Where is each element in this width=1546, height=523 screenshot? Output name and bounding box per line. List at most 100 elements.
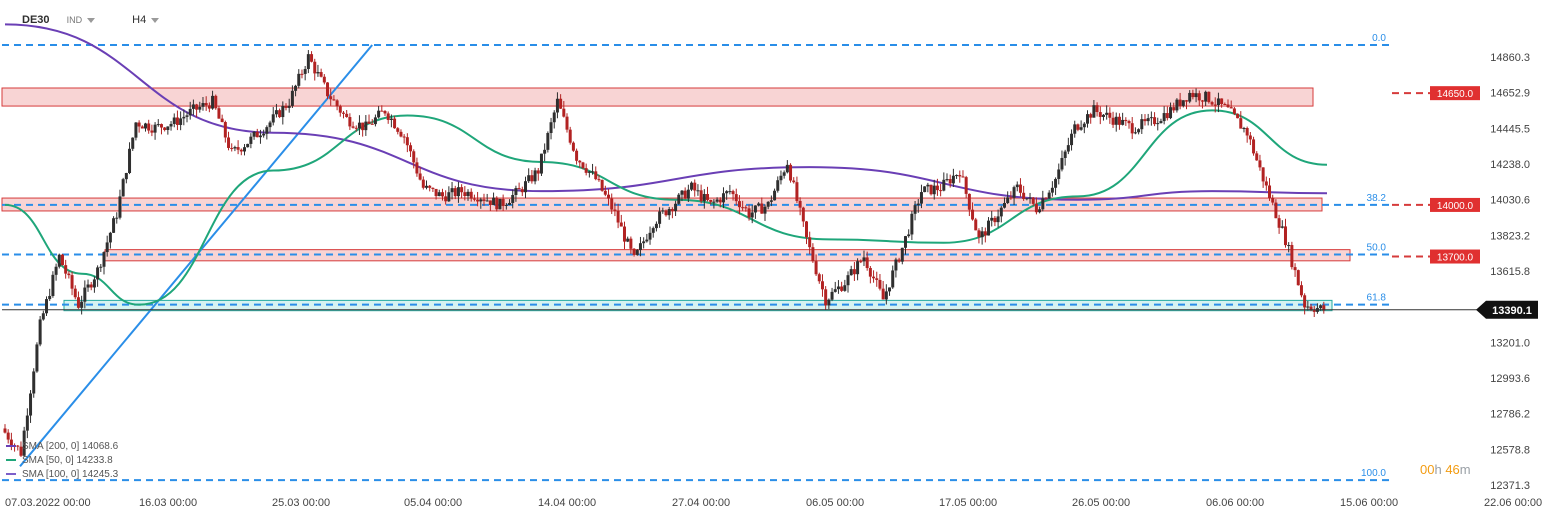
indicator-name: SMA <box>22 455 44 466</box>
candle-down <box>1299 285 1303 296</box>
indicator-params: [100, 0] <box>45 469 80 480</box>
candle-down <box>1009 197 1013 199</box>
y-tick-label: 14652.9 <box>1490 88 1530 100</box>
candle-up <box>128 148 132 173</box>
candle-up <box>198 106 202 110</box>
candle-up <box>514 188 518 195</box>
chevron-down-icon[interactable] <box>151 17 160 23</box>
candle-down <box>1076 124 1080 130</box>
candle-down <box>584 168 588 173</box>
candle-down <box>792 180 796 183</box>
candle-down <box>284 105 288 108</box>
candle-down <box>718 199 722 203</box>
candle-up <box>903 236 907 248</box>
candle-up <box>728 191 732 193</box>
candle-countdown: 00h 46m <box>1420 462 1471 477</box>
candle-down <box>798 200 802 208</box>
candle-up <box>96 267 100 280</box>
candle-up <box>1060 157 1064 170</box>
candle-up <box>926 184 930 187</box>
candle-down <box>706 194 710 200</box>
candle-up <box>179 118 183 125</box>
candle-down <box>1220 98 1224 105</box>
x-tick-label: 25.03 00:00 <box>272 497 330 509</box>
candle-down <box>1089 114 1093 118</box>
candle-up <box>932 185 936 195</box>
candle-up <box>900 247 904 262</box>
candle-down <box>562 108 566 117</box>
candle-down <box>747 208 751 218</box>
candle-up <box>1038 209 1042 213</box>
y-tick-label: 14238.0 <box>1490 159 1530 171</box>
candle-up <box>773 190 777 201</box>
candle-up <box>1137 129 1141 133</box>
candle-up <box>118 196 122 218</box>
candle-down <box>460 187 464 193</box>
indicator-name: SMA <box>22 441 44 452</box>
candle-up <box>504 204 508 206</box>
candle-down <box>322 76 326 83</box>
timeframe-label[interactable]: H4 <box>132 14 147 26</box>
candle-down <box>137 122 141 127</box>
candle-down <box>983 231 987 236</box>
candle-down <box>140 126 144 129</box>
candle-down <box>214 95 218 109</box>
symbol-label[interactable]: DE30 <box>22 14 50 26</box>
candle-up <box>894 259 898 271</box>
x-tick-label: 17.05 00:00 <box>939 497 997 509</box>
candle-up <box>182 116 186 119</box>
level-tag <box>1430 249 1480 264</box>
indicator-legend-sma50[interactable]: SMA [50, 0] 14233.8 <box>6 455 113 466</box>
indicator-legend-sma100[interactable]: SMA [100, 0] 14245.3 <box>6 469 118 480</box>
candle-up <box>303 69 307 74</box>
candle-down <box>175 117 179 125</box>
candle-up <box>907 234 911 237</box>
candle-up <box>913 205 917 214</box>
candle-up <box>1175 99 1179 111</box>
candle-down <box>227 137 231 148</box>
candle-up <box>1287 245 1291 247</box>
candle-down <box>300 73 304 75</box>
candle-up <box>546 133 550 150</box>
candle-down <box>361 122 365 131</box>
candle-down <box>409 145 413 152</box>
candle-down <box>150 130 154 133</box>
candle-down <box>1261 167 1265 182</box>
fib-level-label: 0.0 <box>1372 33 1386 44</box>
chevron-down-icon[interactable] <box>87 17 96 23</box>
candle-down <box>335 100 339 107</box>
candle-up <box>555 98 559 113</box>
candle-down <box>578 160 582 163</box>
candle-up <box>258 135 262 138</box>
countdown-minutes-unit: m <box>1459 462 1471 477</box>
candle-up <box>191 104 195 109</box>
candle-down <box>1290 245 1294 268</box>
candle-down <box>1022 192 1026 200</box>
candle-down <box>1213 104 1217 106</box>
candle-up <box>1319 305 1323 309</box>
candle-down <box>428 185 432 188</box>
candle-down <box>881 288 885 300</box>
candle-up <box>1105 112 1109 115</box>
candle-down <box>935 185 939 191</box>
candle-up <box>680 190 684 195</box>
indicator-value: 14245.3 <box>82 469 119 480</box>
candle-down <box>993 217 997 223</box>
candle-down <box>1178 99 1182 106</box>
indicator-legend-sma200[interactable]: SMA [200, 0] 14068.6 <box>6 441 118 452</box>
candle-down <box>230 147 234 149</box>
candle-down <box>814 261 818 275</box>
y-tick-label: 12786.2 <box>1490 409 1530 421</box>
candle-up <box>987 220 991 236</box>
candle-down <box>795 182 799 201</box>
candle-up <box>80 301 84 308</box>
candle-down <box>255 131 259 138</box>
candle-down <box>530 175 534 182</box>
candle-up <box>1063 151 1067 158</box>
candle-down <box>338 106 342 113</box>
candle-up <box>38 319 42 345</box>
candle-up <box>389 118 393 120</box>
candle-down <box>1226 104 1230 108</box>
